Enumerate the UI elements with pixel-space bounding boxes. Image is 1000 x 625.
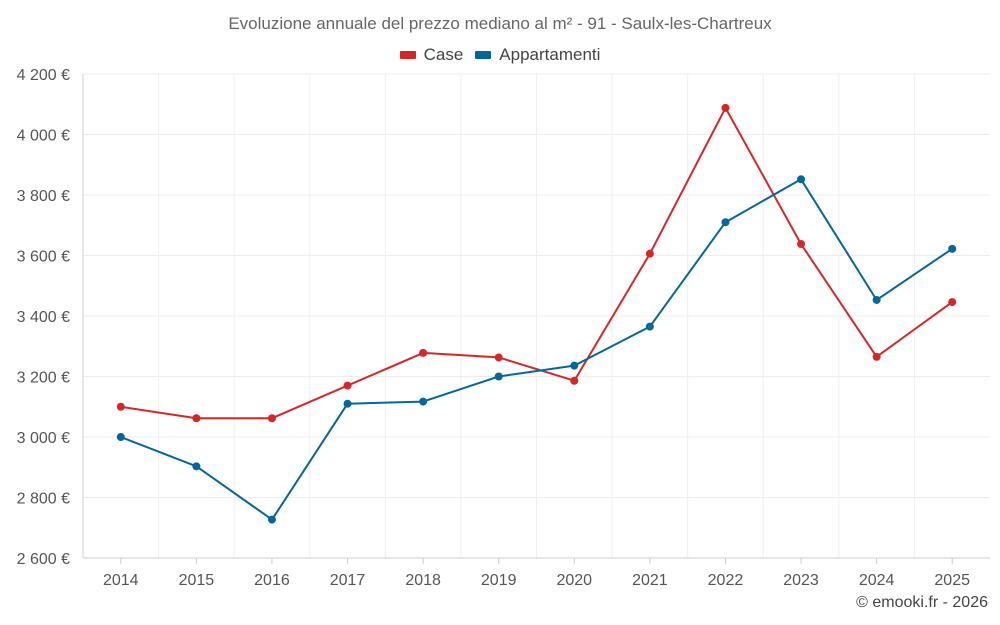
data-point-case[interactable] bbox=[872, 352, 881, 361]
legend-item-case[interactable]: Case bbox=[399, 45, 464, 65]
y-tick-label: 3 200 € bbox=[17, 370, 70, 387]
x-tick-label: 2017 bbox=[330, 572, 366, 589]
axes: 2 600 € 2 800 € 3 000 € 3 200 € 3 400 € 3 600… bbox=[17, 67, 990, 589]
data-point-appartamenti[interactable] bbox=[948, 244, 957, 253]
legend-swatch-case bbox=[399, 51, 416, 59]
x-tick-label: 2016 bbox=[254, 572, 290, 589]
series-lines bbox=[119, 106, 954, 521]
x-tick-label: 2014 bbox=[103, 572, 139, 589]
data-point-appartamenti[interactable] bbox=[645, 322, 654, 331]
x-tick-label: 2015 bbox=[179, 572, 215, 589]
data-point-appartamenti[interactable] bbox=[267, 515, 276, 524]
legend-label-case: Case bbox=[423, 45, 464, 64]
y-tick-label: 2 800 € bbox=[17, 491, 70, 508]
data-point-appartamenti[interactable] bbox=[494, 372, 503, 381]
data-point-case[interactable] bbox=[645, 249, 654, 258]
y-tick-label: 2 600 € bbox=[17, 551, 70, 568]
data-point-case[interactable] bbox=[494, 353, 503, 362]
data-point-appartamenti[interactable] bbox=[419, 397, 428, 406]
series-line-appartamenti bbox=[119, 178, 954, 521]
data-point-case[interactable] bbox=[948, 298, 957, 307]
data-point-appartamenti[interactable] bbox=[116, 433, 125, 441]
y-tick-label: 4 000 € bbox=[17, 128, 70, 145]
x-tick-label: 2023 bbox=[783, 572, 819, 589]
x-tick-label: 2020 bbox=[556, 572, 592, 589]
data-point-appartamenti[interactable] bbox=[797, 175, 806, 184]
y-tick-label: 3 800 € bbox=[17, 188, 70, 205]
legend-item-appartamenti[interactable]: Appartamenti bbox=[475, 45, 600, 65]
data-point-appartamenti[interactable] bbox=[721, 218, 730, 227]
x-tick-label: 2019 bbox=[481, 572, 517, 589]
x-tick-label: 2022 bbox=[708, 572, 744, 589]
data-point-appartamenti[interactable] bbox=[872, 295, 881, 304]
legend-swatch-appartamenti bbox=[475, 51, 492, 59]
x-tick-label: 2025 bbox=[934, 572, 970, 589]
data-point-case[interactable] bbox=[721, 103, 730, 112]
x-tick-label: 2021 bbox=[632, 572, 668, 589]
series-points bbox=[116, 103, 957, 524]
data-point-case[interactable] bbox=[570, 376, 579, 385]
chart-title: Evoluzione annuale del prezzo mediano al… bbox=[228, 14, 772, 33]
x-tick-label: 2024 bbox=[859, 572, 895, 589]
data-point-appartamenti[interactable] bbox=[192, 462, 201, 471]
data-point-case[interactable] bbox=[343, 381, 352, 390]
data-point-case[interactable] bbox=[192, 414, 201, 423]
x-tick-label: 2018 bbox=[405, 572, 441, 589]
y-tick-label: 3 400 € bbox=[17, 309, 70, 326]
y-tick-label: 4 200 € bbox=[17, 67, 70, 84]
y-tick-label: 3 000 € bbox=[17, 430, 70, 447]
data-point-appartamenti[interactable] bbox=[570, 361, 579, 370]
grid bbox=[83, 73, 990, 559]
data-point-appartamenti[interactable] bbox=[343, 399, 352, 408]
data-point-case[interactable] bbox=[797, 240, 806, 249]
credit-text: © emooki.fr - 2026 bbox=[856, 594, 988, 611]
legend-label-appartamenti: Appartamenti bbox=[499, 45, 601, 64]
data-point-case[interactable] bbox=[419, 348, 428, 357]
data-point-case[interactable] bbox=[267, 414, 276, 423]
series-line-case bbox=[119, 106, 954, 420]
y-tick-label: 3 600 € bbox=[17, 249, 70, 266]
legend: Case Appartamenti bbox=[0, 45, 1000, 65]
data-point-case[interactable] bbox=[116, 402, 125, 411]
